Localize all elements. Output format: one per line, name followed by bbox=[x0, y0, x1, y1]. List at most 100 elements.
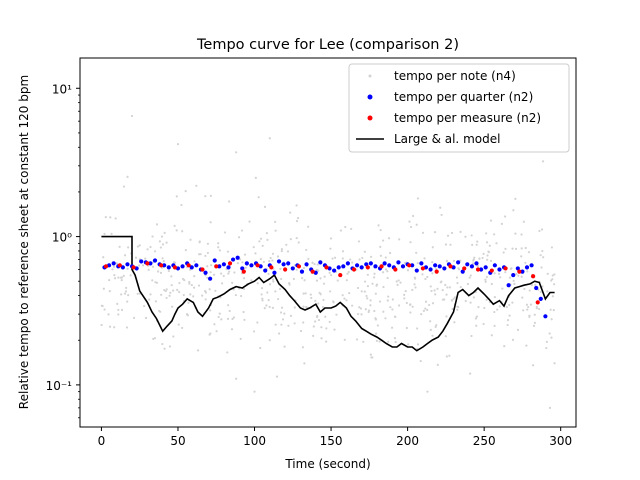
note-point bbox=[349, 258, 352, 261]
note-point bbox=[358, 306, 361, 309]
note-point bbox=[399, 281, 402, 284]
note-point bbox=[258, 240, 261, 243]
note-point bbox=[206, 276, 209, 279]
x-tick-label: 50 bbox=[170, 434, 185, 448]
quarter-point bbox=[120, 265, 125, 270]
note-point bbox=[548, 406, 552, 409]
note-point bbox=[233, 271, 236, 274]
note-point bbox=[468, 276, 471, 279]
note-point bbox=[189, 238, 192, 241]
note-point bbox=[374, 292, 377, 295]
note-point bbox=[344, 225, 347, 229]
plot-frame bbox=[79, 57, 577, 428]
note-point bbox=[522, 309, 525, 312]
note-point bbox=[293, 306, 296, 309]
note-point bbox=[445, 315, 448, 318]
note-point bbox=[159, 246, 162, 249]
measure-point bbox=[407, 263, 412, 268]
note-point bbox=[424, 277, 427, 281]
note-point bbox=[274, 229, 277, 232]
note-point bbox=[172, 335, 175, 338]
note-point bbox=[303, 362, 306, 365]
note-point bbox=[521, 296, 524, 299]
note-point bbox=[449, 243, 452, 246]
note-point bbox=[175, 229, 178, 232]
note-point bbox=[397, 279, 400, 282]
note-point bbox=[148, 298, 151, 301]
note-point bbox=[160, 235, 164, 238]
note-point bbox=[301, 346, 305, 349]
note-point bbox=[431, 334, 434, 337]
note-point bbox=[180, 203, 183, 207]
note-point bbox=[102, 287, 105, 290]
legend-label-tempo-per-note: tempo per note (n4) bbox=[394, 69, 516, 83]
note-point bbox=[493, 310, 496, 314]
note-point bbox=[444, 283, 447, 287]
note-point bbox=[436, 287, 439, 290]
note-point bbox=[220, 318, 223, 321]
note-point bbox=[341, 257, 344, 260]
note-point bbox=[459, 285, 462, 289]
note-point bbox=[312, 325, 315, 328]
note-point bbox=[243, 318, 246, 321]
note-point bbox=[124, 290, 128, 293]
measure-point bbox=[200, 267, 205, 272]
note-point bbox=[396, 283, 399, 286]
note-point bbox=[181, 230, 184, 233]
note-point bbox=[511, 301, 514, 304]
note-point bbox=[320, 337, 323, 340]
note-point bbox=[151, 235, 154, 238]
note-point bbox=[551, 295, 554, 298]
note-point bbox=[373, 272, 376, 275]
note-point bbox=[228, 200, 231, 203]
note-point bbox=[394, 315, 397, 318]
note-point bbox=[165, 288, 168, 291]
note-point bbox=[204, 298, 207, 301]
measure-point bbox=[379, 264, 384, 269]
note-point bbox=[476, 240, 479, 243]
quarter-point bbox=[336, 265, 341, 270]
note-point bbox=[403, 297, 406, 300]
note-point bbox=[512, 279, 515, 282]
quarter-point bbox=[240, 266, 245, 271]
note-point bbox=[493, 296, 496, 299]
note-point bbox=[433, 289, 436, 292]
note-point bbox=[412, 214, 415, 218]
note-point bbox=[444, 335, 447, 338]
note-point bbox=[322, 298, 325, 302]
x-tick-label: 300 bbox=[549, 434, 572, 448]
note-point bbox=[524, 261, 527, 264]
note-point bbox=[144, 316, 148, 320]
quarter-point bbox=[276, 259, 282, 264]
note-point bbox=[181, 326, 184, 330]
note-point bbox=[302, 321, 305, 324]
note-point bbox=[254, 176, 257, 179]
note-point bbox=[212, 273, 216, 276]
note-point bbox=[408, 303, 412, 306]
note-point bbox=[190, 283, 193, 287]
note-point bbox=[366, 273, 369, 276]
measure-point bbox=[517, 269, 522, 274]
note-point bbox=[456, 281, 459, 285]
note-point bbox=[108, 290, 111, 293]
measure-point bbox=[531, 274, 536, 279]
note-point bbox=[120, 276, 124, 279]
note-point bbox=[389, 306, 392, 309]
note-point bbox=[486, 254, 489, 257]
note-point bbox=[332, 300, 335, 303]
note-point bbox=[159, 310, 162, 313]
quarter-point bbox=[396, 260, 401, 265]
quarter-point bbox=[529, 263, 534, 268]
note-point bbox=[398, 304, 401, 307]
legend-box bbox=[348, 63, 570, 153]
note-point bbox=[146, 248, 149, 251]
note-point bbox=[482, 322, 485, 326]
quarter-point bbox=[208, 276, 213, 281]
note-point bbox=[261, 244, 264, 247]
note-point bbox=[123, 254, 127, 257]
note-point bbox=[439, 206, 442, 209]
note-point bbox=[137, 264, 141, 267]
note-point bbox=[430, 289, 433, 293]
x-axis-label: Time (second) bbox=[284, 457, 370, 471]
note-point bbox=[228, 270, 231, 273]
